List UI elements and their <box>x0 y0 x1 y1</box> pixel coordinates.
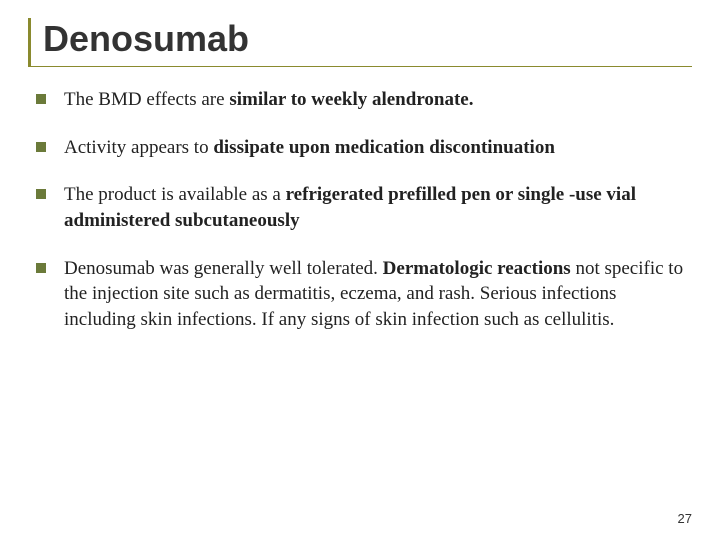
square-bullet-icon <box>36 142 46 152</box>
bullet-text: The product is available as a refrigerat… <box>64 182 692 233</box>
square-bullet-icon <box>36 189 46 199</box>
bullet-item: Activity appears to dissipate upon medic… <box>36 135 692 161</box>
slide-title: Denosumab <box>43 18 692 60</box>
text-segment: The product is available as a <box>64 184 286 205</box>
bullet-item: The BMD effects are similar to weekly al… <box>36 87 692 113</box>
square-bullet-icon <box>36 94 46 104</box>
slide: Denosumab The BMD effects are similar to… <box>0 0 720 540</box>
text-segment: Denosumab was generally well tolerated. <box>64 258 383 279</box>
page-number: 27 <box>678 511 692 526</box>
bold-segment: Dermatologic reactions <box>383 258 571 279</box>
text-segment: Activity appears to <box>64 137 213 158</box>
square-bullet-icon <box>36 263 46 273</box>
bullet-text: Activity appears to dissipate upon medic… <box>64 135 555 161</box>
bullet-item: Denosumab was generally well tolerated. … <box>36 256 692 333</box>
bullet-list: The BMD effects are similar to weekly al… <box>28 87 692 332</box>
text-segment: The BMD effects are <box>64 89 229 110</box>
bullet-item: The product is available as a refrigerat… <box>36 182 692 233</box>
bold-segment: similar to weekly alendronate. <box>229 89 473 110</box>
bullet-text: Denosumab was generally well tolerated. … <box>64 256 692 333</box>
bold-segment: dissipate upon medication discontinuatio… <box>213 137 555 158</box>
title-container: Denosumab <box>28 18 692 67</box>
bullet-text: The BMD effects are similar to weekly al… <box>64 87 473 113</box>
